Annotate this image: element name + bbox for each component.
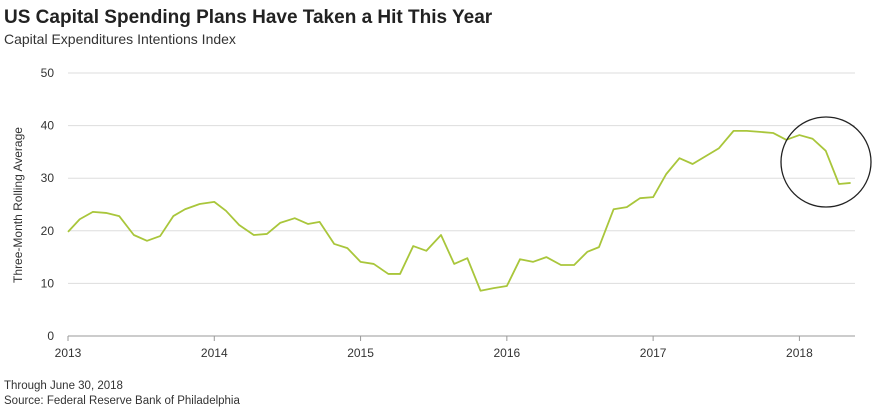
y-tick-label: 50 bbox=[41, 66, 55, 80]
chart-subtitle: Capital Expenditures Intentions Index bbox=[4, 31, 236, 47]
x-tick-label: 2014 bbox=[201, 346, 228, 360]
line-series bbox=[67, 129, 851, 292]
note: Source: Federal Reserve Bank of Philadel… bbox=[4, 395, 240, 407]
highlight-circle bbox=[780, 116, 872, 208]
x-tick-label: 2015 bbox=[347, 346, 374, 360]
y-tick-label: 40 bbox=[41, 119, 55, 133]
y-axis-label: Three-Month Rolling Average bbox=[11, 127, 25, 283]
x-tick-label: 2016 bbox=[493, 346, 520, 360]
y-tick-label: 30 bbox=[41, 171, 55, 185]
y-tick-label: 0 bbox=[47, 329, 54, 343]
x-tick-label: 2013 bbox=[55, 346, 82, 360]
x-tick-label: 2018 bbox=[786, 346, 813, 360]
x-tick-label: 2017 bbox=[640, 346, 667, 360]
chart-title: US Capital Spending Plans Have Taken a H… bbox=[4, 7, 493, 28]
note: Through June 30, 2018 bbox=[4, 380, 123, 392]
y-tick-label: 10 bbox=[41, 276, 55, 290]
y-tick-label: 20 bbox=[41, 224, 55, 238]
